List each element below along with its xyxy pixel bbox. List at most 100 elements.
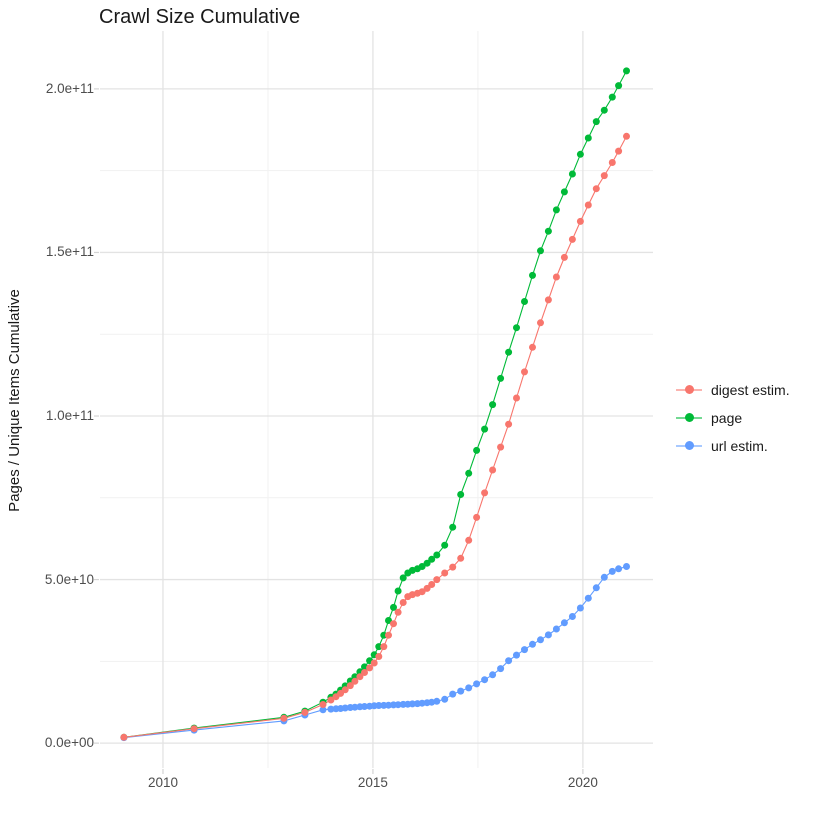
legend-label: digest estim. [711,381,790,398]
data-point [521,298,528,305]
y-tick-label: 2.0e+11 [45,80,94,96]
data-point [481,425,489,433]
data-point [399,599,407,606]
point-icon [684,413,694,422]
data-point [608,93,616,101]
data-point [375,643,383,651]
data-point [489,401,497,409]
data-point [418,563,426,570]
data-point [576,217,584,225]
data-point [280,714,288,722]
data-point [600,573,608,581]
point-icon [684,441,694,450]
data-point [465,536,473,544]
data-point [568,170,576,178]
data-point [361,703,368,710]
data-point [505,420,513,428]
data-point [366,664,374,672]
legend-item-digest-estim: digest estim. [676,380,790,399]
point-icon [684,385,694,394]
data-point [505,348,513,356]
data-point [394,587,402,595]
data-point [560,253,568,261]
data-point [390,620,397,628]
data-point [433,576,441,584]
data-point [441,695,449,703]
legend-label: url estim. [711,437,768,454]
data-point [385,701,392,709]
data-point [327,696,335,704]
legend-item-page: page [676,408,790,427]
data-point [390,603,397,611]
series-points-digest-estim [120,132,630,741]
data-point [544,631,552,639]
legend: digest estim. page url estim. [676,380,790,455]
data-point [615,82,623,90]
data-point [356,673,364,681]
x-tick-label: 2020 [567,775,598,790]
data-point [584,594,592,602]
data-point [120,733,128,741]
y-tick-label: 5.0e+10 [44,571,94,587]
data-point [473,680,481,688]
data-point [433,551,441,559]
data-point [600,172,608,180]
legend-item-url-estim: url estim. [676,436,790,455]
x-tick-label: 2015 [357,775,388,790]
data-point [529,271,536,279]
x-tick-label: 2010 [147,775,178,790]
data-point [408,700,416,708]
data-point [428,581,436,588]
series-points-page [120,67,630,741]
data-point [481,676,489,684]
data-point [513,394,520,402]
data-point [457,554,465,562]
data-point [473,513,481,521]
data-point [537,247,544,255]
data-point [473,446,481,454]
data-point [423,584,431,592]
data-point [584,134,592,142]
data-point [380,643,388,651]
y-tick-label: 1.5e+11 [45,244,94,260]
data-point [521,646,528,654]
y-tick-label: 1.0e+11 [45,408,94,424]
data-point [544,227,552,235]
data-point [441,541,449,549]
data-point [375,653,383,660]
data-point [615,565,623,573]
data-point [576,150,584,158]
legend-label: page [711,409,743,426]
data-point [521,368,528,376]
data-point [513,324,520,332]
data-point [385,617,392,624]
data-point [576,604,584,612]
data-point [513,651,520,659]
legend-key-url-estim [676,436,702,455]
data-point [465,684,473,692]
data-point [537,636,544,644]
data-point [423,559,431,567]
data-point [489,466,497,474]
data-point [544,296,552,304]
data-point [319,701,327,708]
data-point [552,206,560,214]
data-point [600,106,608,114]
data-point [327,705,335,713]
data-point [489,671,497,679]
data-point [465,469,473,477]
data-point [433,697,441,705]
data-point [552,273,560,281]
data-point [481,489,489,497]
data-point [568,613,576,620]
data-point [608,567,616,575]
data-point [341,704,349,712]
data-point [560,619,568,627]
data-point [497,443,505,451]
data-point [537,319,544,327]
data-point [399,574,407,582]
data-point [449,690,457,698]
data-point [341,686,349,694]
